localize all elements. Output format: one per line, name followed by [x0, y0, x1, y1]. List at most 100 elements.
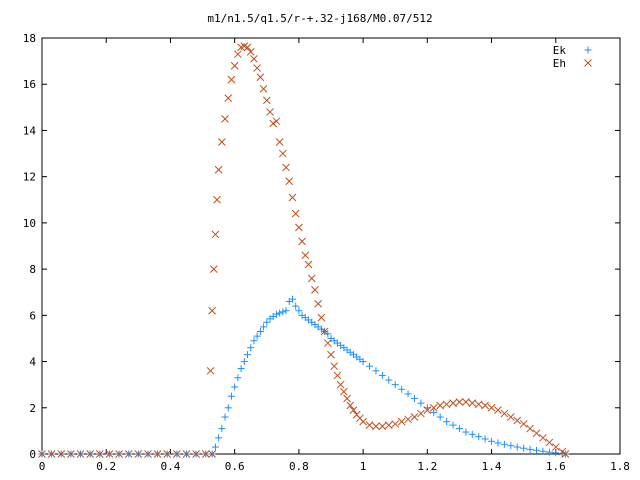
point-ek	[372, 367, 380, 375]
y-tick-label: 6	[29, 309, 36, 322]
point-ek	[545, 448, 553, 456]
point-eh	[275, 138, 284, 146]
point-eh	[339, 387, 348, 396]
point-eh	[384, 421, 393, 429]
point-eh	[365, 421, 374, 429]
series-eh	[38, 42, 570, 458]
point-eh	[545, 438, 554, 447]
point-ek	[436, 413, 444, 421]
point-eh	[234, 50, 242, 59]
point-ek	[211, 443, 219, 451]
point-eh	[474, 400, 483, 409]
point-eh	[278, 149, 287, 158]
point-ek	[260, 323, 268, 331]
x-tick-label: 0	[39, 460, 46, 473]
point-eh	[173, 450, 181, 458]
y-tick-label: 2	[29, 402, 36, 415]
point-eh	[211, 230, 220, 239]
point-eh	[336, 380, 345, 389]
point-eh	[144, 450, 152, 458]
point-ek	[244, 351, 252, 359]
point-eh	[209, 265, 218, 273]
point-ek	[288, 295, 296, 303]
point-eh	[519, 420, 528, 428]
point-eh	[526, 424, 534, 433]
point-eh	[285, 177, 294, 186]
point-eh	[250, 54, 258, 63]
x-tick-label: 1.8	[610, 460, 630, 473]
point-ek	[250, 337, 258, 345]
point-ek	[404, 390, 412, 398]
point-eh	[311, 286, 319, 294]
point-ek	[475, 433, 483, 441]
point-eh	[304, 260, 313, 269]
point-eh	[266, 108, 274, 116]
point-ek	[237, 364, 245, 372]
point-eh	[208, 450, 217, 458]
point-eh	[449, 399, 457, 408]
point-ek	[231, 383, 239, 391]
point-eh	[86, 450, 95, 458]
legend-marker-eh	[584, 59, 592, 67]
y-tick-label: 18	[23, 32, 36, 45]
point-eh	[67, 450, 75, 458]
point-eh	[269, 119, 278, 128]
point-eh	[301, 251, 310, 260]
x-tick-label: 1.4	[482, 460, 502, 473]
chart-title: m1/n1.5/q1.5/r-+.32-j168/M0.07/512	[207, 12, 432, 25]
point-ek	[227, 392, 235, 400]
point-eh	[349, 406, 358, 414]
y-axis: 0 2 4 6 8 10 12 14 16 18	[23, 32, 620, 461]
point-eh	[259, 84, 268, 93]
point-ek	[468, 430, 476, 438]
point-ek	[324, 330, 332, 338]
point-ek	[282, 307, 290, 315]
point-ek	[449, 421, 457, 429]
x-tick-label: 0.8	[289, 460, 309, 473]
point-eh	[153, 450, 162, 458]
x-tick-label: 1.2	[417, 460, 437, 473]
point-eh	[95, 450, 104, 458]
point-eh	[217, 138, 226, 146]
point-eh	[213, 195, 221, 204]
point-ek	[533, 446, 541, 454]
point-eh	[462, 398, 470, 406]
point-eh	[561, 450, 570, 458]
point-ek	[398, 385, 406, 393]
point-eh	[513, 416, 522, 425]
point-ek	[430, 408, 438, 416]
point-eh	[288, 193, 297, 202]
point-ek	[359, 358, 367, 366]
point-eh	[221, 115, 229, 123]
point-eh	[206, 366, 215, 375]
point-ek	[292, 302, 300, 310]
point-ek	[513, 443, 521, 451]
point-eh	[423, 406, 432, 414]
y-tick-label: 16	[23, 78, 36, 91]
point-eh	[76, 450, 85, 458]
point-eh	[391, 420, 400, 428]
point-ek	[385, 376, 393, 384]
legend-marker-ek	[584, 46, 592, 54]
point-ek	[240, 358, 248, 366]
point-ek	[295, 307, 303, 315]
point-ek	[263, 318, 271, 326]
point-eh	[487, 403, 496, 412]
point-ek	[500, 440, 508, 448]
point-ek	[256, 328, 264, 336]
point-eh	[246, 48, 255, 56]
point-eh	[320, 327, 329, 336]
legend-label-ek: Ek	[553, 44, 567, 57]
point-eh	[243, 43, 252, 52]
x-tick-label: 1.6	[546, 460, 566, 473]
point-ek	[276, 309, 284, 317]
point-ek	[507, 442, 515, 450]
point-ek	[272, 310, 280, 318]
point-eh	[182, 450, 191, 458]
point-eh	[295, 223, 303, 232]
plot-frame	[41, 37, 621, 455]
point-eh	[468, 399, 477, 408]
point-eh	[330, 362, 339, 371]
